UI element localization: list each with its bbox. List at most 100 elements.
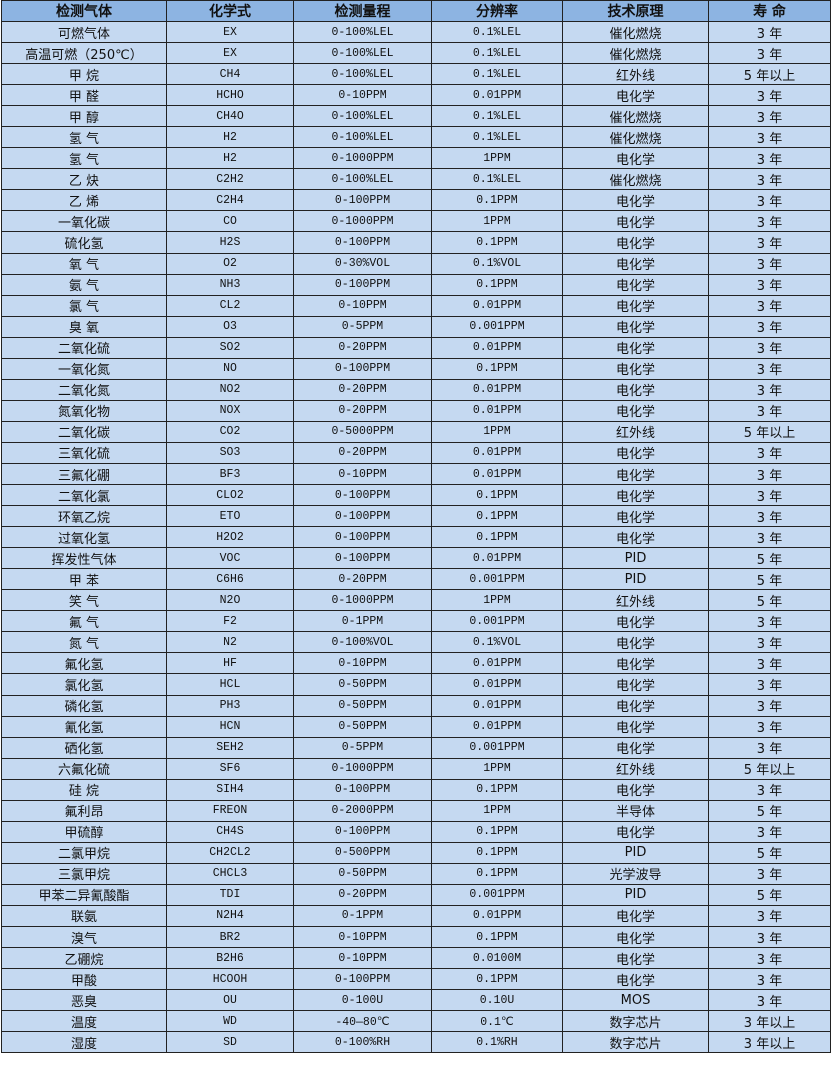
resolution-cell: 0.01PPM [431,652,563,675]
formula-cell: C2H4 [166,189,294,212]
header-principle: 技术原理 [562,0,709,22]
table-row: 二氧化氯 CLO2 0-100PPM 0.1PPM 电化学 3 年 [1,484,831,507]
lifespan-cell: 3 年 [708,673,831,696]
principle-cell: 催化燃烧 [562,126,709,149]
resolution-cell: 0.01PPM [431,399,563,422]
formula-cell: H2 [166,126,294,149]
table-row: 甲 苯 C6H6 0-20PPM 0.001PPM PID 5 年 [1,568,831,591]
gas-cell: 三氧化硫 [1,441,167,464]
range-cell: 0-100PPM [293,820,432,843]
resolution-cell: 1PPM [431,147,563,170]
resolution-cell: 1PPM [431,210,563,233]
lifespan-cell: 3 年 [708,484,831,507]
gas-cell: 硫化氢 [1,231,167,254]
formula-cell: CH2CL2 [166,841,294,864]
formula-cell: VOC [166,547,294,570]
resolution-cell: 0.1PPM [431,357,563,380]
table-row: 三氯甲烷 CHCL3 0-50PPM 0.1PPM 光学波导 3 年 [1,862,831,885]
lifespan-cell: 3 年 [708,904,831,928]
header-gas: 检测气体 [1,0,167,22]
gas-cell: 一氧化氮 [1,357,167,380]
range-cell: 0-20PPM [293,568,432,591]
lifespan-cell: 5 年 [708,799,831,822]
principle-cell: 电化学 [562,84,709,107]
range-cell: 0-100U [293,989,432,1012]
formula-cell: N2O [166,589,294,612]
principle-cell: 电化学 [562,315,709,338]
table-row: 臭 氧 O3 0-5PPM 0.001PPM 电化学 3 年 [1,315,831,338]
principle-cell: 光学波导 [562,862,709,885]
principle-cell: 电化学 [562,336,709,359]
lifespan-cell: 3 年 [708,736,831,759]
lifespan-cell: 3 年 [708,126,831,149]
table-row: 甲苯二异氰酸酯 TDI 0-20PPM 0.001PPM PID 5 年 [1,883,831,906]
resolution-cell: 0.001PPM [431,568,563,591]
lifespan-cell: 3 年 [708,42,831,65]
principle-cell: 电化学 [562,694,709,717]
table-row: 硅 烷 SIH4 0-100PPM 0.1PPM 电化学 3 年 [1,778,831,801]
table-row: 甲硫醇 CH4S 0-100PPM 0.1PPM 电化学 3 年 [1,820,831,843]
formula-cell: N2H4 [166,904,294,928]
range-cell: 0-30%VOL [293,252,432,275]
range-cell: 0-100%LEL [293,168,432,191]
gas-cell: 甲 烷 [1,63,167,86]
principle-cell: 电化学 [562,652,709,675]
table-row: 环氧乙烷 ETO 0-100PPM 0.1PPM 电化学 3 年 [1,505,831,528]
resolution-cell: 0.1PPM [431,526,563,549]
principle-cell: 催化燃烧 [562,168,709,191]
range-cell: 0-10PPM [293,462,432,486]
lifespan-cell: 3 年 [708,273,831,296]
principle-cell: 催化燃烧 [562,105,709,128]
formula-cell: BR2 [166,926,294,949]
table-row: 甲 醛 HCHO 0-10PPM 0.01PPM 电化学 3 年 [1,84,831,107]
resolution-cell: 0.1PPM [431,926,563,949]
lifespan-cell: 3 年 [708,968,831,991]
table-row: 高温可燃（250℃） EX 0-100%LEL 0.1%LEL 催化燃烧 3 年 [1,42,831,65]
resolution-cell: 0.001PPM [431,610,563,633]
resolution-cell: 0.1%VOL [431,252,563,275]
formula-cell: EX [166,20,294,44]
range-cell: 0-100PPM [293,526,432,549]
principle-cell: 电化学 [562,526,709,549]
range-cell: 0-100PPM [293,231,432,254]
gas-cell: 湿度 [1,1031,167,1054]
lifespan-cell: 3 年 [708,168,831,191]
principle-cell: 催化燃烧 [562,20,709,44]
formula-cell: SEH2 [166,736,294,759]
gas-cell: 硒化氢 [1,736,167,759]
range-cell: 0-10PPM [293,652,432,675]
formula-cell: CH4S [166,820,294,843]
table-row: 氯 气 CL2 0-10PPM 0.01PPM 电化学 3 年 [1,294,831,317]
lifespan-cell: 3 年 [708,631,831,654]
gas-cell: 氢 气 [1,147,167,170]
table-row: 氯化氢 HCL 0-50PPM 0.01PPM 电化学 3 年 [1,673,831,696]
table-row: 温度 WD -40—80℃ 0.1℃ 数字芯片 3 年以上 [1,1010,831,1033]
principle-cell: 红外线 [562,589,709,612]
table-row: 氧 气 O2 0-30%VOL 0.1%VOL 电化学 3 年 [1,252,831,275]
table-row: 氟 气 F2 0-1PPM 0.001PPM 电化学 3 年 [1,610,831,633]
resolution-cell: 0.1PPM [431,231,563,254]
principle-cell: 电化学 [562,252,709,275]
gas-cell: 乙 烯 [1,189,167,212]
resolution-cell: 0.1%LEL [431,20,563,44]
resolution-cell: 0.0100M [431,947,563,970]
lifespan-cell: 3 年 [708,294,831,317]
range-cell: 0-100%LEL [293,63,432,86]
resolution-cell: 0.1%VOL [431,631,563,654]
gas-cell: 甲 醛 [1,84,167,107]
range-cell: 0-1PPM [293,904,432,928]
formula-cell: F2 [166,610,294,633]
range-cell: 0-10PPM [293,84,432,107]
formula-cell: O2 [166,252,294,275]
range-cell: 0-100%LEL [293,42,432,65]
principle-cell: 电化学 [562,210,709,233]
resolution-cell: 0.1PPM [431,189,563,212]
table-row: 氮氧化物 NOX 0-20PPM 0.01PPM 电化学 3 年 [1,399,831,422]
lifespan-cell: 3 年 [708,20,831,44]
gas-detection-spec-table: 检测气体 化学式 检测量程 分辨率 技术原理 寿 命 可燃气体 EX 0-100%L… [1,0,831,1054]
range-cell: 0-50PPM [293,862,432,885]
formula-cell: HCOOH [166,968,294,991]
principle-cell: 电化学 [562,947,709,970]
resolution-cell: 0.1PPM [431,273,563,296]
principle-cell: 催化燃烧 [562,42,709,65]
